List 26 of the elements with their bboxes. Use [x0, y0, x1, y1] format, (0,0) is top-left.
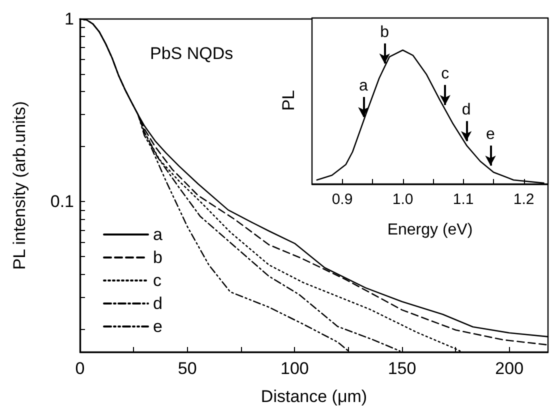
annotation: e: [486, 126, 496, 144]
x-tick-label: 150: [388, 359, 416, 378]
x-axis-title: Energy (eV): [387, 222, 473, 238]
x-tick-label: 50: [178, 359, 197, 378]
legend-label: a: [153, 225, 163, 244]
x-tick-label: 0.9: [332, 191, 353, 208]
y-tick-label: 0.1: [50, 192, 74, 212]
x-tick-label: 0: [75, 359, 85, 378]
x-tick-label: 1.1: [452, 191, 474, 208]
annotation: c: [441, 65, 450, 82]
legend-label: d: [153, 294, 162, 313]
x-tick-label: 200: [495, 359, 524, 378]
annotation: a: [358, 77, 368, 94]
y-axis-title: PL: [279, 90, 298, 111]
legend-label: e: [153, 317, 162, 336]
x-axis-title: Distance (μm): [260, 387, 368, 406]
annotation: PbS NQDs: [150, 44, 234, 63]
legend-label: c: [153, 271, 162, 290]
annotation: b: [380, 24, 390, 41]
y-axis-title: PL intensity (arb.units): [10, 101, 29, 270]
y-tick-label: 1: [64, 10, 74, 28]
annotation: d: [462, 102, 471, 119]
x-tick-label: 100: [280, 359, 309, 378]
x-tick-label: 1.0: [392, 191, 414, 208]
x-tick-label: 1.2: [513, 191, 534, 208]
legend-label: b: [153, 248, 162, 267]
